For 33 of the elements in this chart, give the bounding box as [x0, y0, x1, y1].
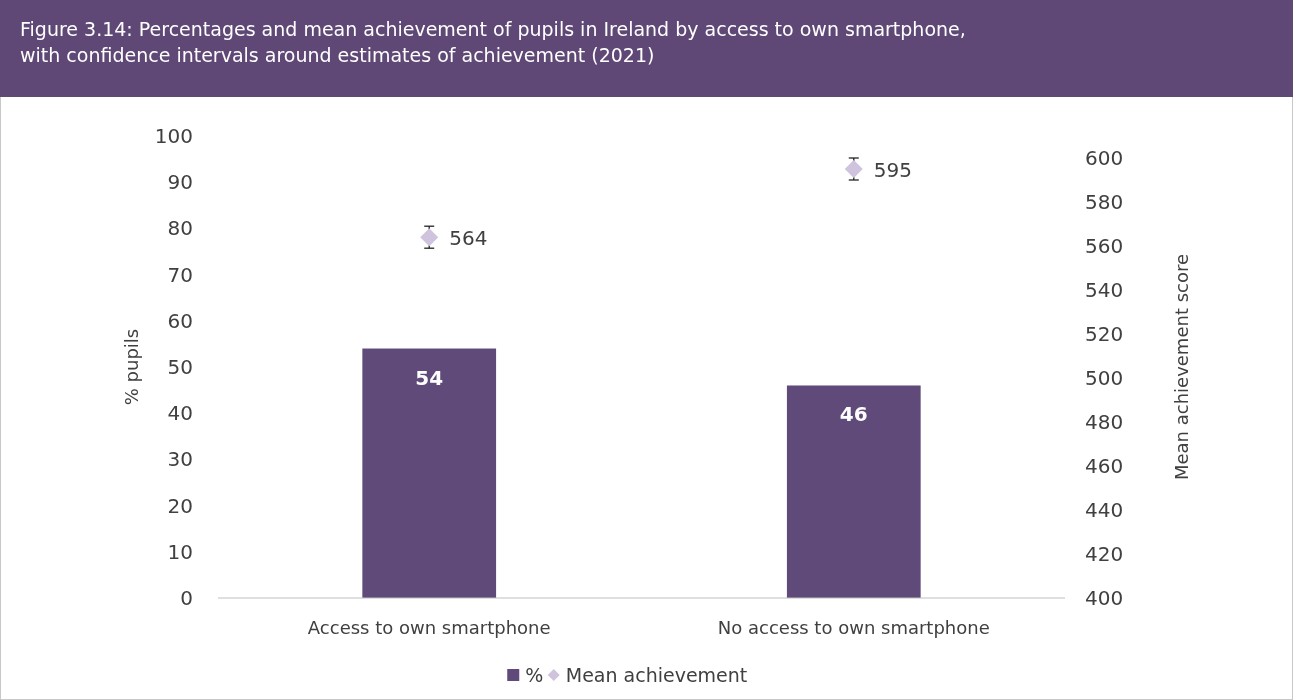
y-tick-label: 30: [167, 447, 193, 472]
y2-tick-label: 600: [1085, 146, 1124, 170]
y-axis-title: % pupils: [121, 328, 142, 406]
y2-tick-label: 540: [1085, 278, 1124, 302]
data-label: 46: [839, 402, 868, 427]
y2-tick-label: 440: [1085, 498, 1124, 522]
y2-axis-title: Mean achievement score: [1171, 253, 1192, 481]
legend-label: Mean achievement: [565, 664, 748, 686]
x-tick-label: Access to own smartphone: [307, 617, 551, 638]
data-label: 564: [449, 226, 488, 251]
y2-tick-label: 420: [1085, 542, 1124, 566]
data-label: 54: [415, 365, 444, 390]
y-tick-label: 10: [167, 539, 193, 564]
y-tick-label: 100: [154, 124, 193, 148]
y2-tick-label: 400: [1085, 586, 1124, 610]
y-tick-label: 60: [167, 308, 193, 333]
chart-title: Figure 3.14: Percentages and mean achievement of pupils in Ireland by access to own smartphone, with confidence intervals around estimates of achievement (2021): [20, 18, 966, 66]
y-tick-label: 70: [167, 262, 193, 287]
data-label: 595: [873, 158, 912, 182]
y-tick-label: 0: [180, 586, 193, 610]
y-tick-label: 40: [167, 401, 193, 426]
y-tick-label: 90: [167, 170, 193, 195]
y2-tick-label: 560: [1085, 234, 1124, 258]
y2-tick-label: 520: [1085, 322, 1124, 346]
y-tick-label: 80: [167, 216, 193, 241]
y2-tick-label: 460: [1085, 454, 1124, 478]
y-tick-label: 50: [167, 355, 193, 379]
y2-tick-label: 480: [1085, 410, 1124, 434]
y2-tick-label: 500: [1085, 366, 1124, 390]
y2-tick-label: 580: [1085, 190, 1124, 214]
y-tick-label: 20: [167, 493, 193, 518]
x-tick-label: No access to own smartphone: [717, 617, 990, 638]
legend-label: %: [525, 664, 544, 686]
